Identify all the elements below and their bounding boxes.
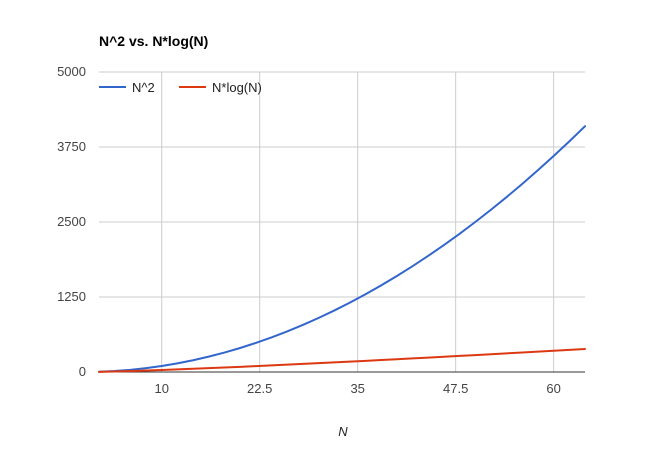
x-tick-label: 22.5: [247, 381, 272, 396]
y-tick-label: 2500: [57, 214, 86, 229]
y-axis: 0 1250 2500 3750 5000: [57, 64, 86, 379]
x-axis-label: N: [338, 424, 348, 439]
legend-label-n-log-n: N*log(N): [212, 80, 262, 95]
x-tick-label: 35: [350, 381, 364, 396]
y-tick-label: 1250: [57, 289, 86, 304]
x-tick-label: 47.5: [443, 381, 468, 396]
y-tick-label: 0: [79, 364, 86, 379]
x-tick-label: 60: [546, 381, 560, 396]
y-tick-label: 3750: [57, 139, 86, 154]
x-tick-label: 10: [154, 381, 168, 396]
series-line-n-squared: [98, 125, 586, 373]
y-tick-label: 5000: [57, 64, 86, 79]
legend-label-n-squared: N^2: [132, 80, 155, 95]
chart-title: N^2 vs. N*log(N): [99, 33, 208, 49]
grid-layer: [99, 71, 585, 373]
x-axis: 10 22.5 35 47.5 60: [154, 381, 560, 396]
series-layer: [98, 125, 586, 373]
series-line-n-log-n: [98, 347, 586, 373]
legend: N^2 N*log(N): [99, 80, 262, 95]
